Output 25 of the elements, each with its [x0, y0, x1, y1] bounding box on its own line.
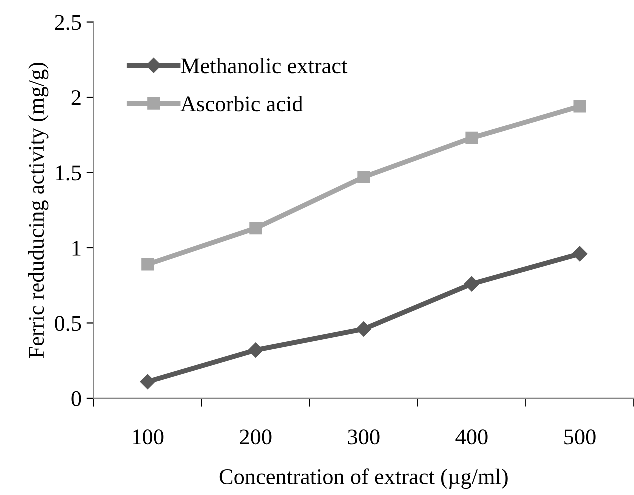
y-tick-label: 1.5: [56, 166, 82, 181]
x-tick-label: 200: [240, 430, 272, 445]
point: [250, 222, 262, 235]
point: [248, 342, 264, 358]
x-tick-label: 300: [348, 430, 380, 445]
y-tick-label: 0.5: [55, 316, 82, 332]
y-axis-title: Ferric reduducing activity (mg/g): [28, 62, 49, 358]
point: [356, 322, 372, 337]
x-axis-title: Concentration of extract (µg/ml): [220, 468, 508, 490]
legend-label: Ascorbic acid: [180, 96, 304, 112]
x-tick-label: 400: [456, 430, 488, 445]
y-tick-label: 2: [72, 90, 81, 106]
legend-label: Methanolic extract: [181, 58, 348, 74]
point: [466, 132, 478, 144]
x-tick-label: 500: [564, 430, 596, 445]
y-tick-label: 2.5: [55, 15, 82, 30]
point: [572, 246, 588, 262]
point: [464, 276, 480, 292]
point: [142, 258, 154, 271]
point: [140, 374, 156, 390]
point: [574, 100, 586, 113]
y-tick-label: 1: [72, 241, 81, 256]
y-tick-label: 0: [72, 391, 82, 406]
x-tick-label: 100: [133, 430, 164, 445]
point: [358, 171, 370, 184]
